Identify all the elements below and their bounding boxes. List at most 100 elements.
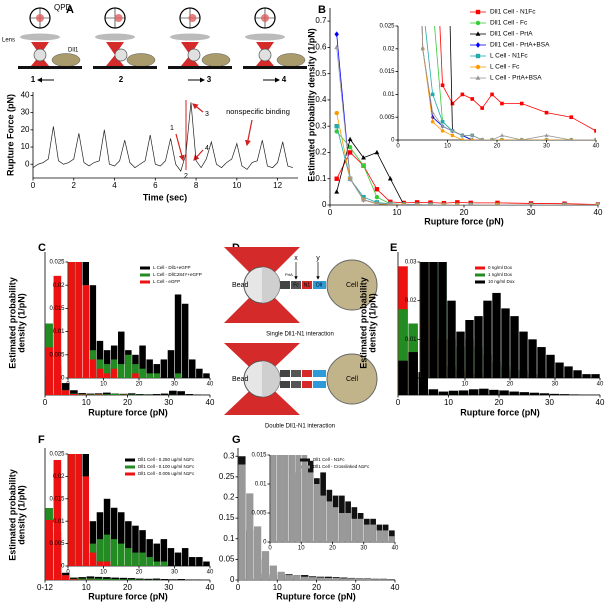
bar xyxy=(111,577,119,580)
bar xyxy=(356,578,364,580)
x-tick-label: 40 xyxy=(597,382,604,388)
marker xyxy=(387,176,393,181)
bar xyxy=(144,394,152,395)
bar xyxy=(61,383,70,395)
bar xyxy=(340,578,348,580)
y-tick-label: 0.01 xyxy=(405,337,417,343)
bead-shade xyxy=(262,267,280,303)
step-label: 1 xyxy=(31,75,36,84)
x-tick-label: 10 xyxy=(273,583,282,592)
x-tick-label: 20 xyxy=(507,382,514,388)
fc-box xyxy=(291,370,301,377)
y-axis-label: Estimated probability xyxy=(7,277,17,369)
y-tick-label: 0.03 xyxy=(405,260,417,266)
bar xyxy=(181,303,189,378)
cell-label: Cell xyxy=(346,376,359,383)
legend-swatch xyxy=(475,280,485,284)
x-tick-label: 30 xyxy=(164,398,173,407)
bead-shade xyxy=(262,361,280,397)
legend-swatch xyxy=(140,273,150,277)
inset-plot xyxy=(420,262,600,378)
y-tick-label: 0 xyxy=(61,376,65,382)
bar xyxy=(254,526,262,580)
y-axis-label: Estimated probability xyxy=(7,469,17,561)
y-tick-label: 0 xyxy=(322,200,327,209)
bar xyxy=(320,495,326,542)
panel-label: G xyxy=(232,434,241,446)
y-tick-label: 0.4 xyxy=(315,95,327,104)
bar xyxy=(174,373,182,378)
marker xyxy=(529,202,533,205)
y-tick-label: 0.1 xyxy=(315,174,327,183)
y-tick-label: 0.2 xyxy=(315,148,327,157)
x-tick-label: 30 xyxy=(552,382,559,388)
bar xyxy=(103,392,111,395)
marker xyxy=(460,138,465,140)
bar xyxy=(53,460,62,580)
bar xyxy=(96,561,104,566)
x-tick-label: 40 xyxy=(594,208,603,217)
prta-box xyxy=(280,381,290,388)
x-tick-label: 20 xyxy=(329,546,336,552)
x-label: x xyxy=(294,255,298,262)
series-line xyxy=(336,131,598,205)
cell xyxy=(276,53,306,67)
plot-area xyxy=(334,31,600,205)
step-label: 2 xyxy=(119,75,124,84)
marker xyxy=(490,92,494,97)
bar xyxy=(86,578,95,580)
bar xyxy=(110,539,118,566)
marker xyxy=(374,194,380,200)
x-tick-label: 30 xyxy=(164,583,173,592)
inset-plot xyxy=(68,454,210,566)
bar xyxy=(45,520,53,580)
x-tick-label: 0 xyxy=(328,208,333,217)
bar xyxy=(153,373,160,378)
cell xyxy=(326,259,378,311)
marker xyxy=(520,137,523,140)
y-tick-label: 0.1 xyxy=(223,534,235,543)
legend-label: 1 ng/ml Dox xyxy=(488,272,513,277)
x-tick-label: 30 xyxy=(360,546,367,552)
bar xyxy=(438,391,449,395)
series-line xyxy=(421,26,596,140)
legend-label: Dll1 Cell - Crosslinked N1Fc xyxy=(313,464,370,469)
marker xyxy=(594,129,596,133)
bar xyxy=(479,388,489,395)
legend-swatch xyxy=(300,458,310,462)
bar xyxy=(185,394,194,395)
bar xyxy=(68,262,75,378)
x-tick-label: 8 xyxy=(194,181,199,190)
marker xyxy=(470,133,475,137)
marker xyxy=(544,110,549,115)
x-axis-label: Time (sec) xyxy=(143,192,187,202)
marker xyxy=(475,64,481,70)
bar xyxy=(370,524,376,542)
bar xyxy=(528,339,537,378)
dll-box xyxy=(313,381,326,388)
bar xyxy=(314,484,320,542)
surface xyxy=(168,66,232,69)
bar xyxy=(458,390,469,395)
bar xyxy=(438,262,447,378)
bar xyxy=(428,389,439,395)
marker xyxy=(430,92,435,97)
dll-box xyxy=(313,281,326,289)
n1-label: N1 xyxy=(304,282,311,288)
bar xyxy=(103,577,111,580)
bar xyxy=(269,565,277,580)
schematic-stage: 3 xyxy=(168,7,232,84)
inset-background xyxy=(420,260,600,378)
marker xyxy=(401,201,406,205)
y-tick-label: 0.025 xyxy=(49,452,65,458)
marker xyxy=(569,115,574,119)
fc-box xyxy=(291,281,301,289)
caption: Single Dll1-N1 interaction xyxy=(266,332,334,338)
bar xyxy=(132,552,139,566)
bar xyxy=(103,373,111,378)
bar xyxy=(277,571,285,580)
bar xyxy=(94,394,103,395)
y-tick-label: 0.015 xyxy=(49,306,65,312)
x-axis-label: Rupture force (pN) xyxy=(88,407,168,417)
